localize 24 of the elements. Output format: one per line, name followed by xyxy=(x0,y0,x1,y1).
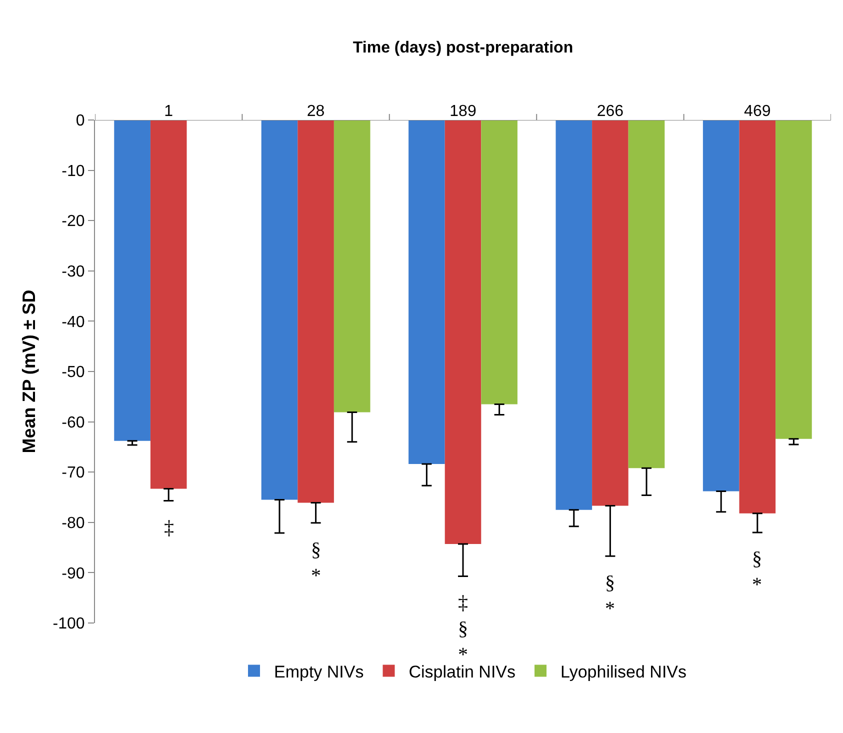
y-tick-label: -70 xyxy=(62,464,85,482)
x-tick-label: 28 xyxy=(306,102,325,120)
y-tick-label: -100 xyxy=(52,616,85,633)
annotation: ‡ xyxy=(164,517,174,539)
x-tick-label: 266 xyxy=(596,102,624,120)
x-tick-label: 189 xyxy=(450,102,476,120)
y-tick-label: -90 xyxy=(62,565,85,582)
legend-label: Empty NIVs xyxy=(274,662,364,682)
y-tick-label: 0 xyxy=(76,112,85,130)
legend-label: Lyophilised NIVs xyxy=(560,662,687,682)
y-tick-label: -30 xyxy=(62,264,85,280)
y-tick-label: -60 xyxy=(62,414,85,432)
x-tick-label: 1 xyxy=(164,102,174,120)
annotation: § * xyxy=(605,572,615,620)
annotation: § * xyxy=(311,539,321,587)
y-tick-label: -20 xyxy=(62,213,85,230)
y-tick-label: -80 xyxy=(62,515,85,532)
annotation: § * xyxy=(752,548,762,596)
x-axis-title: Time (days) post-preparation xyxy=(352,40,574,57)
y-tick-label: -10 xyxy=(62,162,85,180)
y-tick-label: -50 xyxy=(62,364,85,382)
y-tick-label: -40 xyxy=(62,314,85,331)
y-axis-title: Mean ZP (mV) ± SD xyxy=(18,290,39,454)
x-tick-label: 469 xyxy=(744,102,771,120)
